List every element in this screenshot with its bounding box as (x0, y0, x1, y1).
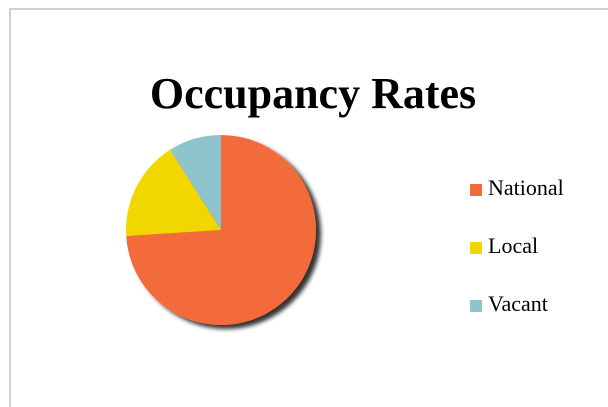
pie-slice (170, 135, 221, 230)
legend-label: National (488, 175, 564, 200)
legend-label: Local (488, 233, 538, 258)
legend-swatch (470, 300, 482, 312)
pie-slice (126, 149, 221, 236)
pie-slice (126, 135, 316, 326)
legend-swatch (470, 242, 482, 254)
chart-title: Occupancy Rates (150, 69, 476, 118)
pie (126, 135, 316, 326)
legend-swatch (470, 184, 482, 196)
legend-label: Vacant (488, 291, 548, 316)
